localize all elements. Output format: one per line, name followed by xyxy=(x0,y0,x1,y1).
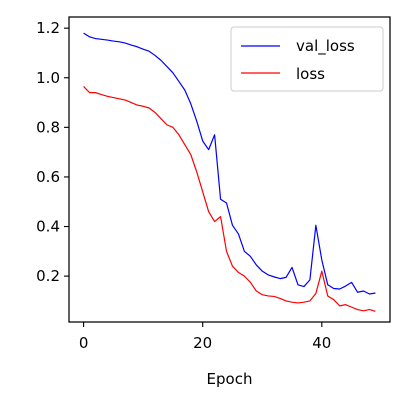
x-tick-label: 0 xyxy=(79,334,89,352)
x-axis-ticks: 0 20 40 xyxy=(79,322,332,352)
legend-label-loss: loss xyxy=(296,65,325,83)
legend-label-val-loss: val_loss xyxy=(296,37,355,56)
legend: val_loss loss xyxy=(231,27,383,91)
y-tick-label: 1.0 xyxy=(36,69,60,87)
y-tick-label: 0.4 xyxy=(36,218,60,236)
y-tick-label: 0.2 xyxy=(36,267,60,285)
y-tick-label: 0.6 xyxy=(36,168,60,186)
y-tick-label: 1.2 xyxy=(36,19,60,37)
x-axis-label: Epoch xyxy=(207,370,253,388)
x-tick-label: 20 xyxy=(193,334,212,352)
x-tick-label: 40 xyxy=(312,334,331,352)
y-tick-label: 0.8 xyxy=(36,118,60,136)
y-axis-ticks: 0.2 0.4 0.6 0.8 1.0 1.2 xyxy=(36,19,69,285)
series-line-loss xyxy=(84,86,376,311)
